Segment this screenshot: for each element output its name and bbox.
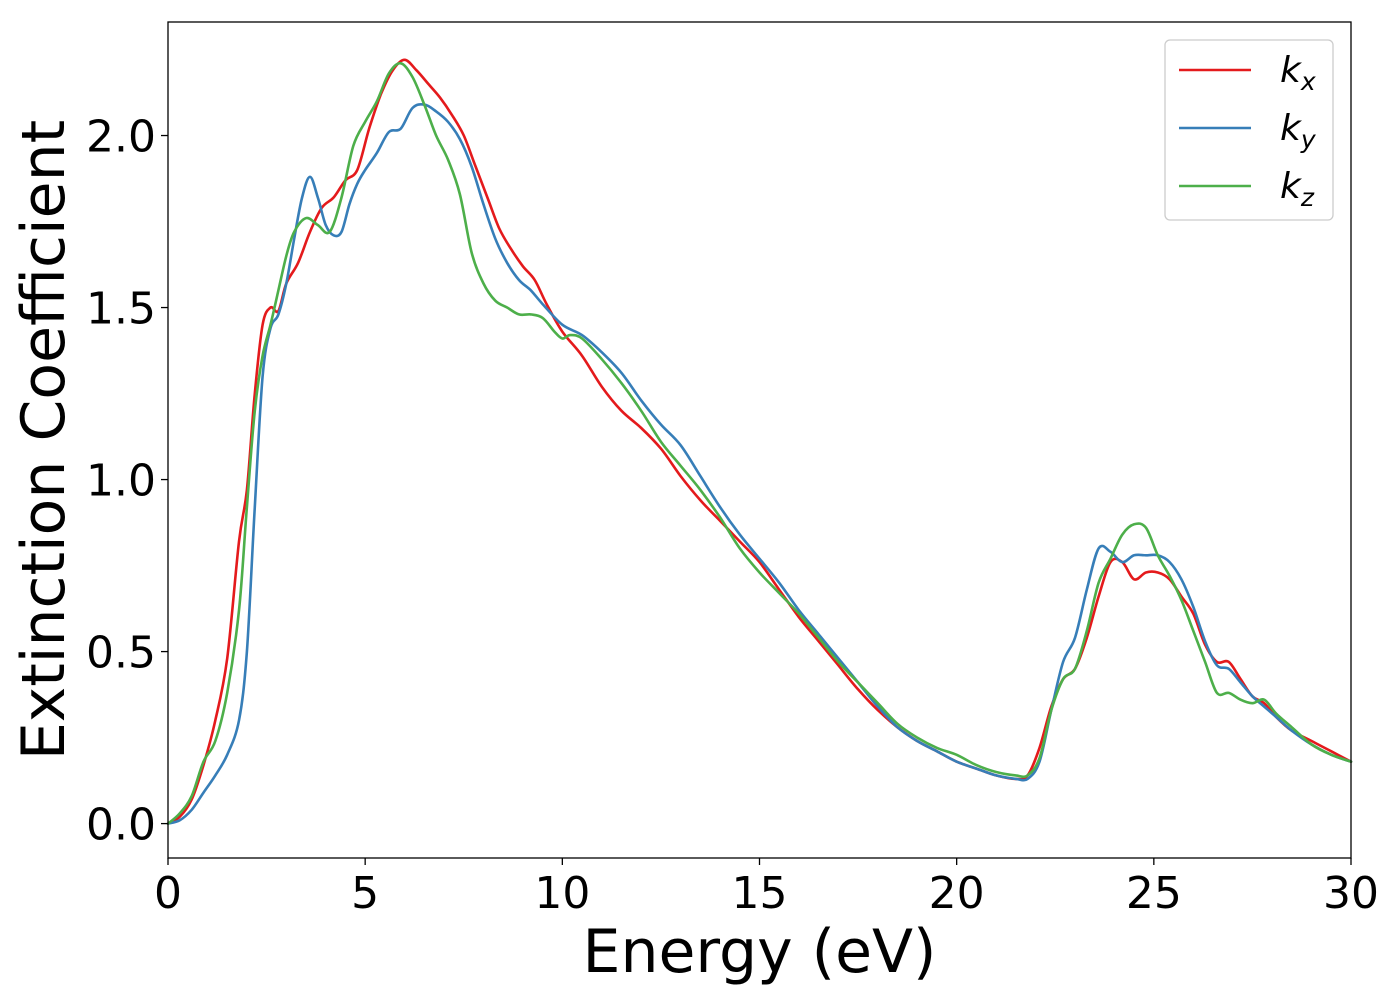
plot-frame [167,21,1352,859]
y-tick-label: 0.0 [86,800,156,851]
y-tick-label: 0.5 [86,628,156,679]
legend-box [1164,39,1334,221]
series-layer [166,58,1353,825]
ticks-layer: 0 5 10 15 20 25 30 0.0 0.5 1.0 1.5 2.0 [86,112,1379,919]
x-axis-title: Energy (eV) [583,917,937,987]
y-tick-label: 1.0 [86,456,156,507]
legend-label-ky: ky [1280,108,1317,154]
legend-label-kx: kx [1280,50,1316,96]
series-line-ky [166,103,1353,825]
x-tick-label: 0 [154,868,182,919]
x-tick-label: 25 [1126,868,1182,919]
legend-items: kx ky kz [1179,50,1317,212]
series-line-kz [166,61,1353,825]
legend-label-kz: kz [1280,166,1315,212]
x-tick-label: 15 [732,868,788,919]
x-tick-label: 5 [351,868,379,919]
legend: kx ky kz [1164,39,1334,221]
series-line-kx [166,58,1353,825]
y-axis-title: Extinction Coefficient [9,120,79,760]
y-tick-label: 2.0 [86,112,156,163]
x-tick-label: 30 [1323,868,1379,919]
x-tick-label: 10 [534,868,590,919]
x-tick-label: 20 [929,868,985,919]
y-tick-label: 1.5 [86,284,156,335]
